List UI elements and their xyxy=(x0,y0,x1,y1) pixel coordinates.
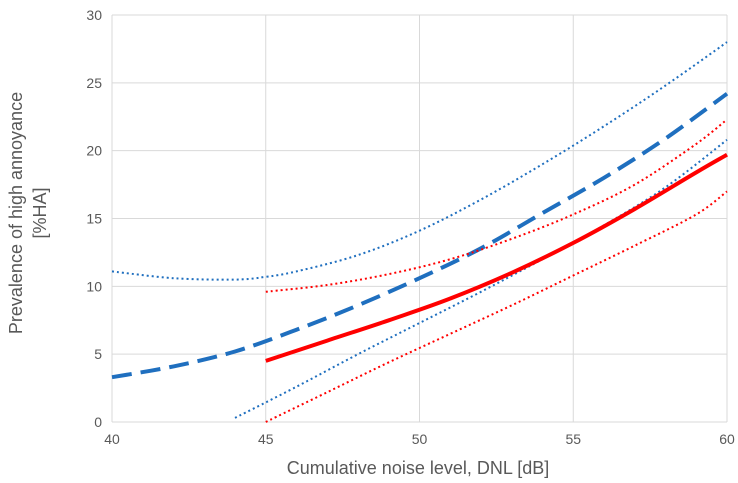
x-tick-label: 60 xyxy=(719,431,735,447)
y-axis-title-line-2: [%HA] xyxy=(30,187,50,238)
y-axis-title: Prevalence of high annoyance [%HA] xyxy=(6,92,50,334)
x-tick-label: 55 xyxy=(565,431,581,447)
x-tick-label: 45 xyxy=(258,431,274,447)
x-tick-label: 50 xyxy=(412,431,428,447)
series-line-red-upper-ci xyxy=(265,118,728,293)
series-group xyxy=(111,41,729,423)
x-tick-label: 40 xyxy=(104,431,120,447)
x-axis-title: Cumulative noise level, DNL [dB] xyxy=(287,458,549,478)
x-tick-labels: 40 45 50 55 60 xyxy=(104,431,735,447)
series-line-blue-upper-ci xyxy=(111,41,728,281)
y-tick-label: 0 xyxy=(94,414,102,430)
y-tick-label: 5 xyxy=(94,346,102,362)
y-tick-label: 15 xyxy=(86,211,102,227)
y-tick-labels: 0 5 10 15 20 25 30 xyxy=(86,7,102,430)
y-tick-label: 20 xyxy=(86,143,102,159)
y-axis-title-line-1: Prevalence of high annoyance xyxy=(6,92,26,334)
grid xyxy=(111,14,728,423)
series-line-blue-lower-ci xyxy=(234,139,728,419)
series-line-blue-estimate xyxy=(111,92,729,380)
series-line-red-estimate xyxy=(265,152,729,363)
y-tick-label: 30 xyxy=(86,7,102,23)
y-tick-label: 10 xyxy=(86,278,102,294)
y-tick-label: 25 xyxy=(86,75,102,91)
